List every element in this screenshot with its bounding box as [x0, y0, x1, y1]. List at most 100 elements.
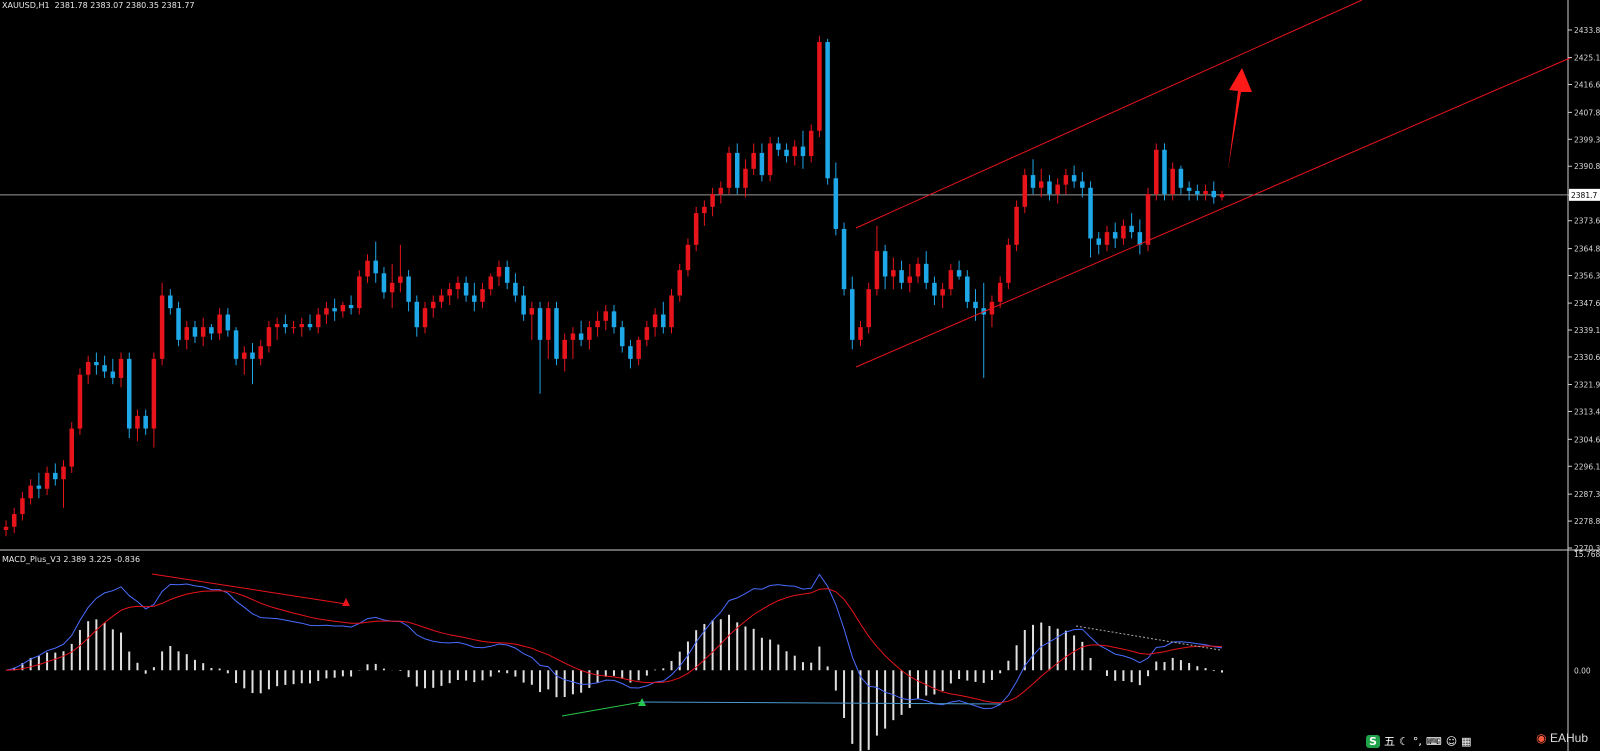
candle[interactable] — [1112, 232, 1118, 239]
candle[interactable] — [184, 327, 190, 340]
candle[interactable] — [225, 314, 231, 331]
candle[interactable] — [1088, 187, 1093, 239]
candle[interactable] — [1096, 238, 1102, 245]
candle[interactable] — [258, 346, 263, 359]
candle[interactable] — [973, 301, 978, 309]
candle[interactable] — [825, 42, 830, 179]
candle[interactable] — [603, 311, 609, 321]
candle[interactable] — [28, 485, 33, 499]
candle[interactable] — [915, 263, 921, 277]
candle[interactable] — [357, 276, 362, 309]
candle[interactable] — [274, 324, 280, 328]
candle[interactable] — [1071, 175, 1077, 182]
candle[interactable] — [628, 346, 633, 359]
candle[interactable] — [611, 311, 617, 328]
candle[interactable] — [956, 270, 962, 277]
candle[interactable] — [192, 327, 198, 337]
candle[interactable] — [414, 301, 420, 328]
candle[interactable] — [1055, 184, 1060, 195]
candle[interactable] — [718, 187, 724, 195]
candle[interactable] — [1121, 225, 1126, 239]
keyboard-icon[interactable]: ⌨ — [1425, 734, 1442, 748]
ime-char[interactable]: 五 — [1383, 735, 1395, 748]
candle[interactable] — [1030, 175, 1036, 188]
candle[interactable] — [504, 266, 510, 283]
up-arrow-icon[interactable] — [1228, 68, 1252, 170]
candle[interactable] — [61, 466, 66, 480]
candle[interactable] — [677, 270, 682, 296]
candle[interactable] — [570, 333, 576, 340]
candle[interactable] — [808, 130, 814, 157]
candle[interactable] — [291, 327, 296, 329]
channel-lower-line[interactable] — [855, 57, 1571, 368]
ime-toolbar[interactable]: S 五 ☾ °, ⌨ ☺ ▦ — [1366, 733, 1472, 749]
candle[interactable] — [176, 308, 181, 340]
candle[interactable] — [472, 295, 477, 302]
candle[interactable] — [348, 304, 354, 309]
candle[interactable] — [200, 327, 206, 337]
candle[interactable] — [874, 251, 880, 290]
candle[interactable] — [1186, 187, 1192, 191]
candle[interactable] — [1006, 244, 1011, 283]
candle[interactable] — [841, 228, 847, 290]
candle[interactable] — [636, 339, 641, 359]
candle[interactable] — [965, 276, 970, 302]
candle[interactable] — [882, 251, 888, 277]
candle[interactable] — [398, 276, 403, 283]
candle[interactable] — [1129, 225, 1134, 233]
candle[interactable] — [923, 263, 929, 283]
candle[interactable] — [850, 289, 855, 340]
candle[interactable] — [1170, 168, 1175, 195]
candle[interactable] — [126, 358, 132, 429]
candle[interactable] — [340, 304, 346, 312]
channel-upper-line[interactable] — [855, 0, 1363, 229]
candle[interactable] — [529, 308, 535, 315]
candle[interactable] — [759, 152, 765, 176]
candle[interactable] — [373, 260, 378, 274]
moon-icon[interactable]: ☾ — [1398, 734, 1409, 748]
candle[interactable] — [11, 514, 17, 527]
candle[interactable] — [513, 282, 518, 296]
candle[interactable] — [110, 371, 116, 378]
candle[interactable] — [250, 352, 255, 359]
candle[interactable] — [233, 330, 239, 359]
punctuation-icon[interactable]: °, — [1412, 734, 1422, 748]
candle[interactable] — [299, 324, 305, 328]
candle[interactable] — [1047, 181, 1052, 195]
candle[interactable] — [20, 498, 25, 515]
candle[interactable] — [743, 168, 748, 188]
candle[interactable] — [118, 358, 124, 378]
candle[interactable] — [554, 308, 559, 359]
candle[interactable] — [69, 428, 74, 467]
candle[interactable] — [430, 301, 436, 309]
candle[interactable] — [866, 289, 871, 328]
candle[interactable] — [44, 472, 50, 489]
candle[interactable] — [463, 282, 469, 296]
candle[interactable] — [1145, 194, 1151, 245]
candle[interactable] — [439, 295, 444, 302]
candle[interactable] — [907, 276, 913, 283]
candle[interactable] — [644, 327, 650, 340]
candle[interactable] — [546, 308, 551, 340]
candle[interactable] — [619, 327, 625, 347]
candle[interactable] — [1203, 190, 1208, 195]
candle[interactable] — [1104, 232, 1110, 245]
candle[interactable] — [800, 146, 806, 157]
candle[interactable] — [1154, 149, 1159, 195]
candle[interactable] — [209, 327, 214, 334]
candle[interactable] — [447, 289, 452, 296]
grid-icon[interactable]: ▦ — [1461, 734, 1472, 748]
candle[interactable] — [168, 295, 173, 309]
candle[interactable] — [480, 289, 485, 302]
candle[interactable] — [891, 270, 896, 277]
candle[interactable] — [488, 276, 494, 290]
candle[interactable] — [932, 282, 937, 296]
candle[interactable] — [948, 270, 954, 290]
candle[interactable] — [784, 149, 789, 157]
candle[interactable] — [324, 308, 329, 315]
candle[interactable] — [307, 324, 313, 328]
candle[interactable] — [693, 213, 699, 245]
candle[interactable] — [455, 282, 461, 290]
candle[interactable] — [997, 282, 1003, 302]
